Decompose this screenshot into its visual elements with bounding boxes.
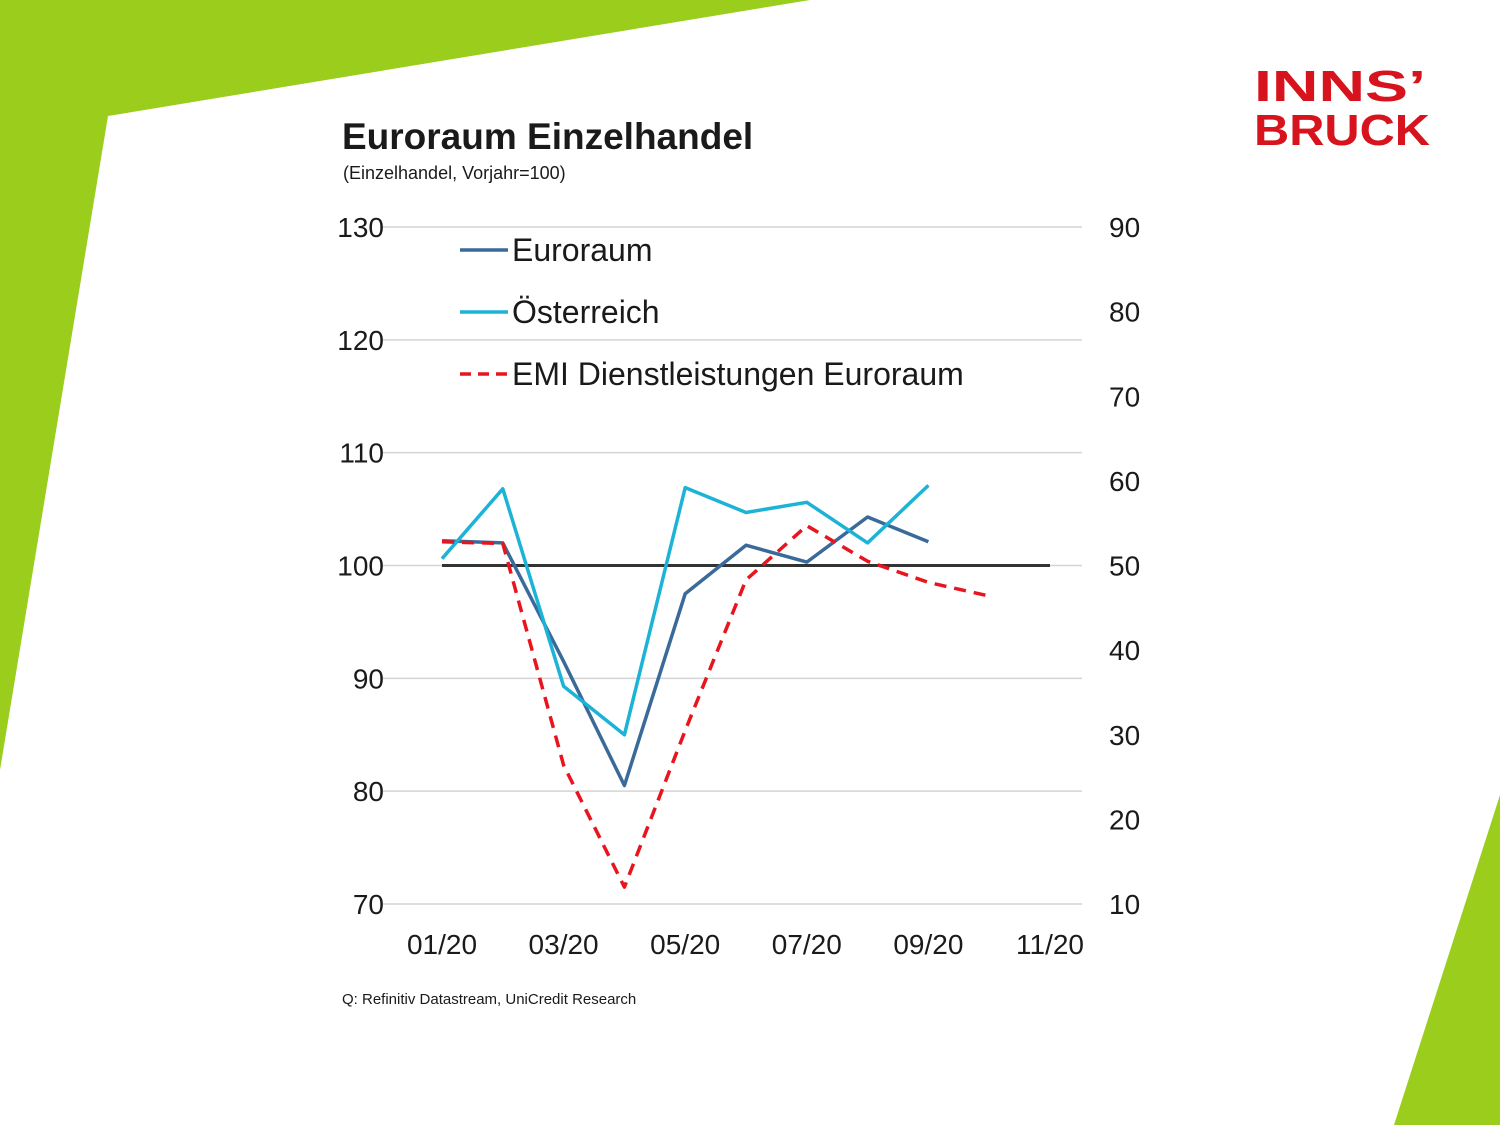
legend: Euroraum Österreich EMI Dienstleistungen E… xyxy=(460,232,964,392)
right-tick-label-30: 30 xyxy=(1109,720,1140,751)
right-tick-label-90: 90 xyxy=(1109,212,1140,243)
x-tick-label-05-20: 05/20 xyxy=(650,929,720,960)
logo-line-1: INNS’ xyxy=(1254,62,1426,111)
x-tick-label-07-20: 07/20 xyxy=(772,929,842,960)
right-tick-label-20: 20 xyxy=(1109,804,1140,835)
right-tick-label-50: 50 xyxy=(1109,551,1140,582)
left-tick-label-130: 130 xyxy=(337,212,384,243)
legend-label-euroraum: Euroraum xyxy=(512,232,653,268)
innsbruck-logo: INNS’ BRUCK xyxy=(1254,62,1430,152)
chart-subtitle: (Einzelhandel, Vorjahr=100) xyxy=(343,163,566,183)
x-tick-label-03-20: 03/20 xyxy=(529,929,599,960)
x-tick-label-01-20: 01/20 xyxy=(407,929,477,960)
right-axis-ticks: 90 80 70 60 50 40 30 20 10 xyxy=(1109,212,1140,920)
x-axis-ticks: 01/20 03/20 05/20 07/20 09/20 11/20 xyxy=(407,929,1084,960)
chart-title: Euroraum Einzelhandel xyxy=(342,116,754,157)
source-note: Q: Refinitiv Datastream, UniCredit Resea… xyxy=(342,991,637,1008)
left-tick-label-80: 80 xyxy=(353,776,384,807)
green-corner-shape-bottom-right xyxy=(1394,795,1500,1125)
series-line-euroraum xyxy=(441,515,930,788)
series-lines xyxy=(440,484,990,889)
left-tick-label-90: 90 xyxy=(353,663,384,694)
logo-line-2: BRUCK xyxy=(1254,106,1430,152)
right-tick-label-80: 80 xyxy=(1109,297,1140,328)
right-tick-label-60: 60 xyxy=(1109,466,1140,497)
series-line-emi-dienstleistungen-euroraum xyxy=(441,523,990,889)
series-line-sterreich xyxy=(440,484,930,737)
right-tick-label-70: 70 xyxy=(1109,381,1140,412)
legend-label-emi-dienstleistungen-euroraum: EMI Dienstleistungen Euroraum xyxy=(512,356,964,392)
x-tick-label-09-20: 09/20 xyxy=(893,929,963,960)
left-tick-label-100: 100 xyxy=(337,551,384,582)
x-tick-label-11-20: 11/20 xyxy=(1016,929,1084,960)
green-corner-shape-top-left xyxy=(0,0,810,770)
right-tick-label-10: 10 xyxy=(1109,889,1140,920)
left-tick-label-70: 70 xyxy=(353,889,384,920)
line-chart: 130 120 110 100 90 80 70 90 80 70 60 50 40 30 20 10 01… xyxy=(337,212,1140,960)
right-tick-label-40: 40 xyxy=(1109,635,1140,666)
legend-label-sterreich: Österreich xyxy=(512,294,660,330)
left-axis-ticks: 130 120 110 100 90 80 70 xyxy=(337,212,384,920)
left-tick-label-110: 110 xyxy=(339,438,384,469)
left-tick-label-120: 120 xyxy=(337,325,384,356)
